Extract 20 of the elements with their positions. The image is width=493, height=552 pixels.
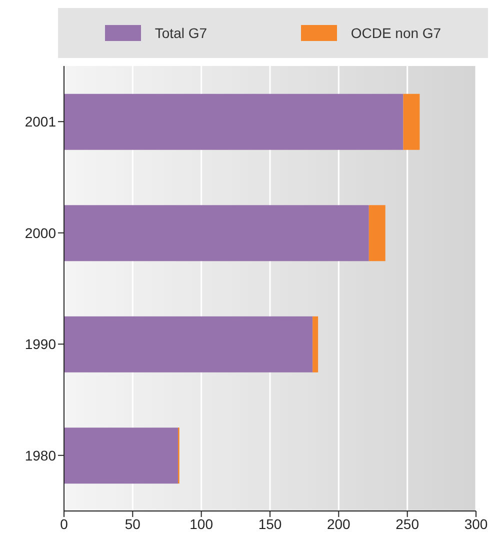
y-tick-label: 1980 [24,447,56,464]
x-tick-label: 0 [60,516,68,532]
y-tick-label: 1990 [24,336,56,352]
bar [64,316,313,372]
y-tick-label: 2001 [24,114,56,130]
bar [64,94,404,150]
legend-label: OCDE non G7 [350,25,442,41]
y-tick-label: 2000 [24,224,56,241]
x-tick-label: 150 [258,516,282,532]
x-tick-label: 50 [124,516,141,532]
bar [368,205,386,262]
bar [64,205,369,262]
x-tick-label: 200 [326,516,351,532]
x-tick-label: 100 [190,516,214,532]
bar [64,428,178,484]
legend-label: Total G7 [154,25,208,41]
bar [403,94,420,150]
x-tick-label: 250 [396,516,420,532]
bar [312,316,318,372]
x-tick-label: 300 [464,516,488,532]
